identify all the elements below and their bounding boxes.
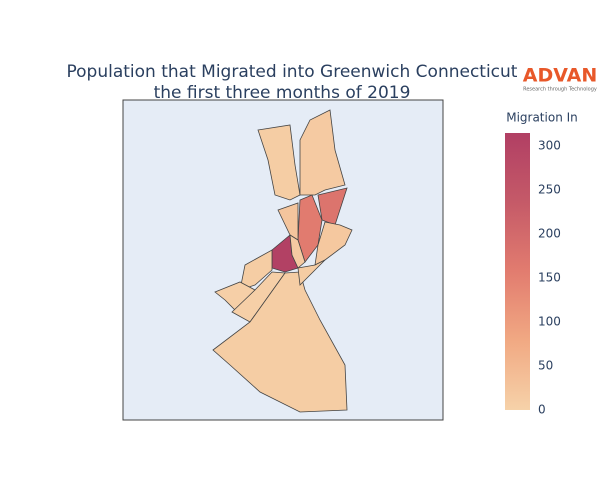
regions bbox=[212, 109, 353, 413]
logo: ADVAN bbox=[523, 65, 598, 87]
chart-title: the first three months of 2019 bbox=[154, 83, 411, 103]
region bbox=[297, 259, 326, 286]
colorbar-tick-label: 50 bbox=[538, 359, 553, 373]
colorbar-tick-label: 200 bbox=[538, 227, 561, 241]
region bbox=[299, 109, 346, 196]
region bbox=[289, 234, 306, 269]
colorbar-tick-label: 100 bbox=[538, 315, 561, 329]
colorbar-tick-label: 250 bbox=[538, 183, 561, 197]
colorbar-tick-label: 300 bbox=[538, 139, 561, 153]
colorbar-tick-label: 150 bbox=[538, 271, 561, 285]
region bbox=[314, 221, 353, 266]
colorbar-title: Migration In bbox=[506, 111, 578, 125]
region bbox=[231, 271, 286, 323]
colorbar-tick-label: 0 bbox=[538, 403, 546, 417]
region bbox=[212, 271, 348, 413]
logo-tagline: Research through Technology bbox=[523, 87, 597, 93]
colorbar bbox=[505, 133, 530, 410]
chart-title: Population that Migrated into Greenwich … bbox=[67, 62, 518, 82]
region bbox=[257, 124, 301, 201]
